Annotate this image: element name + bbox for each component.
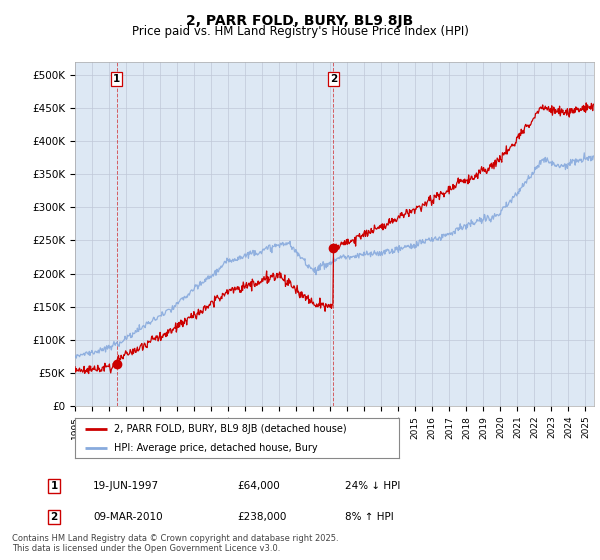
Text: HPI: Average price, detached house, Bury: HPI: Average price, detached house, Bury [114, 443, 317, 453]
Text: 2, PARR FOLD, BURY, BL9 8JB: 2, PARR FOLD, BURY, BL9 8JB [187, 14, 413, 28]
Text: £64,000: £64,000 [237, 481, 280, 491]
Text: Price paid vs. HM Land Registry's House Price Index (HPI): Price paid vs. HM Land Registry's House … [131, 25, 469, 38]
Text: 2, PARR FOLD, BURY, BL9 8JB (detached house): 2, PARR FOLD, BURY, BL9 8JB (detached ho… [114, 424, 347, 434]
Text: £238,000: £238,000 [237, 512, 286, 522]
Text: 1: 1 [50, 481, 58, 491]
Text: 2: 2 [50, 512, 58, 522]
Text: 19-JUN-1997: 19-JUN-1997 [93, 481, 159, 491]
Text: 24% ↓ HPI: 24% ↓ HPI [345, 481, 400, 491]
Text: 09-MAR-2010: 09-MAR-2010 [93, 512, 163, 522]
Text: Contains HM Land Registry data © Crown copyright and database right 2025.
This d: Contains HM Land Registry data © Crown c… [12, 534, 338, 553]
Text: 2: 2 [329, 74, 337, 83]
Text: 8% ↑ HPI: 8% ↑ HPI [345, 512, 394, 522]
Text: 1: 1 [113, 74, 121, 83]
